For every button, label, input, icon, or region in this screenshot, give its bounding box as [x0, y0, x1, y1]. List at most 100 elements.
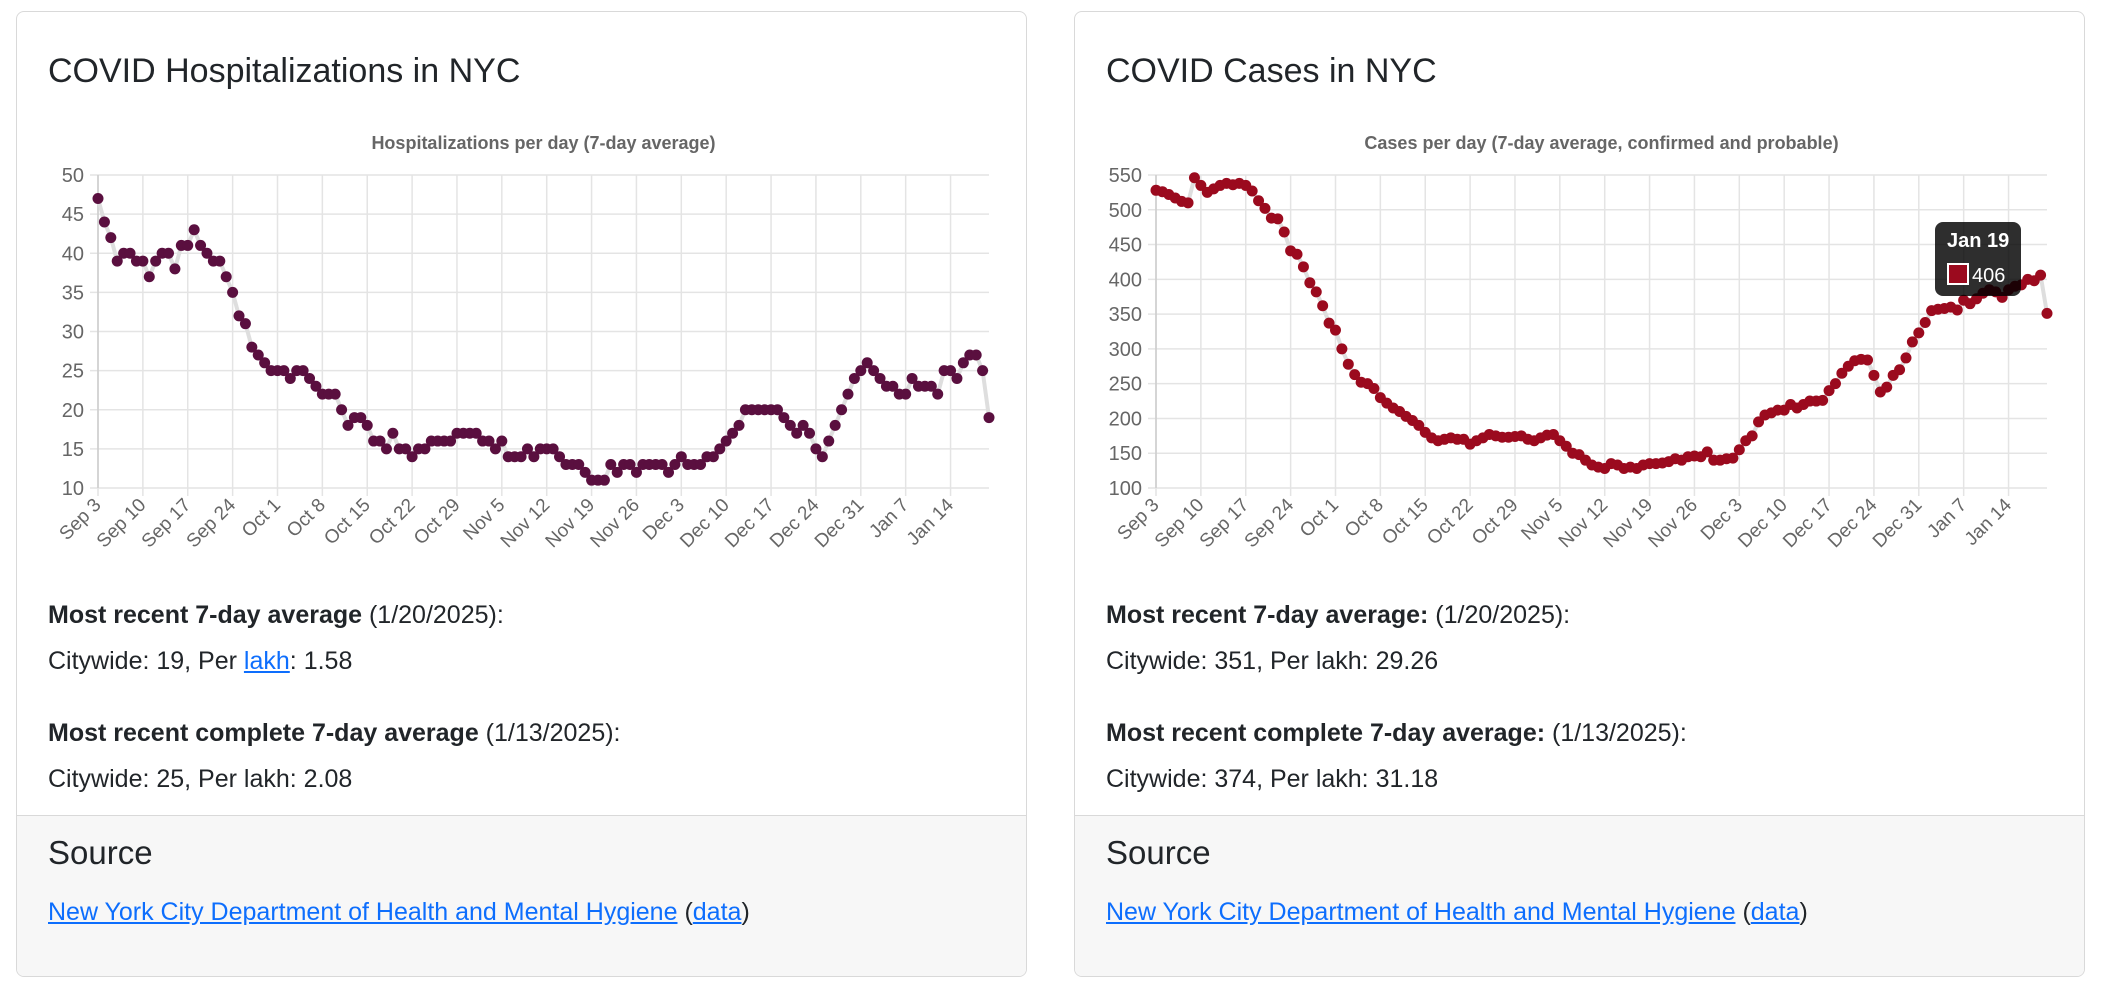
data-point — [714, 443, 726, 455]
data-point — [515, 451, 527, 463]
data-point — [675, 451, 687, 463]
data-point — [804, 427, 816, 439]
data-point — [797, 419, 809, 431]
dohmh-link[interactable]: New York City Department of Health and M… — [48, 898, 678, 926]
data-point — [284, 372, 296, 384]
data-point — [1746, 430, 1758, 442]
data-point — [496, 435, 508, 447]
y-tick-label: 250 — [1109, 374, 1142, 396]
hospitalizations-chart: Hospitalizations per day (7-day average)… — [56, 133, 995, 552]
recent-label: Most recent 7-day average — [48, 601, 363, 629]
data-point — [304, 372, 316, 384]
data-point — [784, 419, 796, 431]
data-point — [900, 388, 912, 400]
x-tick-label: Dec 10 — [1734, 495, 1791, 552]
data-point — [259, 357, 271, 369]
recent-citywide: Citywide: 19, Per — [48, 647, 244, 675]
y-tick-label: 300 — [1109, 339, 1142, 361]
data-point — [727, 427, 739, 439]
data-point — [842, 388, 854, 400]
y-tick-label: 550 — [1109, 165, 1142, 187]
y-tick-label: 50 — [62, 165, 84, 187]
data-point — [733, 419, 745, 431]
data-link[interactable]: data — [692, 898, 742, 926]
data-point — [1817, 394, 1829, 406]
data-point — [1329, 324, 1341, 336]
x-tick-label: Dec 31 — [811, 495, 868, 552]
stats: Most recent 7-day average: (1/20/2025): … — [1106, 592, 1687, 802]
cases-card: COVID Cases in NYC Cases per day (7-day … — [1074, 11, 2085, 977]
data-point — [252, 349, 264, 361]
y-tick-label: 30 — [62, 322, 84, 344]
source-heading: Source — [1106, 834, 1211, 871]
data-point — [1342, 358, 1354, 370]
data-point — [957, 357, 969, 369]
data-link[interactable]: data — [1750, 898, 1800, 926]
data-point — [1259, 202, 1271, 214]
recent-date: (1/20/2025): — [1428, 601, 1571, 629]
recent-per-lakh: : 1.58 — [289, 647, 353, 675]
data-point — [695, 459, 707, 471]
data-point — [336, 404, 348, 416]
data-point — [662, 466, 674, 478]
data-point — [239, 318, 251, 330]
paren-close: ) — [1799, 898, 1808, 926]
data-point — [951, 372, 963, 384]
x-tick-label: Oct 29 — [1468, 495, 1522, 549]
recent-values: Citywide: 351, Per lakh: 29.26 — [1106, 647, 1439, 675]
data-point — [2041, 307, 2053, 319]
data-point — [1560, 440, 1572, 452]
data-point — [1349, 369, 1361, 381]
data-point — [579, 466, 591, 478]
data-point — [528, 451, 540, 463]
tooltip-title: Jan 19 — [1947, 230, 2010, 252]
data-point — [1701, 446, 1713, 458]
data-point — [233, 310, 245, 322]
data-point — [1368, 383, 1380, 395]
data-point — [868, 365, 880, 377]
data-point — [1323, 317, 1335, 329]
complete-date: (1/13/2025): — [478, 719, 621, 747]
paren-open: ( — [1735, 898, 1751, 926]
x-tick-label: Sep 10 — [1151, 495, 1208, 552]
dohmh-link[interactable]: New York City Department of Health and M… — [1106, 898, 1736, 926]
x-tick-label: Dec 17 — [1779, 495, 1836, 552]
data-point — [855, 365, 867, 377]
source-line: New York City Department of Health and M… — [1106, 898, 1808, 927]
data-point — [521, 443, 533, 455]
data-point — [1188, 172, 1200, 184]
data-point — [92, 192, 104, 204]
data-point — [163, 247, 175, 259]
data-point — [1829, 378, 1841, 390]
data-point — [573, 459, 585, 471]
data-point — [707, 451, 719, 463]
y-tick-label: 40 — [62, 243, 84, 265]
x-tick-label: Oct 22 — [365, 495, 419, 549]
data-point — [823, 435, 835, 447]
card-title: COVID Cases in NYC — [1106, 52, 1437, 90]
data-point — [791, 427, 803, 439]
x-tick-label: Oct 22 — [1423, 495, 1477, 549]
data-point — [361, 419, 373, 431]
lakh-link[interactable]: lakh — [243, 647, 290, 675]
data-point — [1246, 185, 1258, 197]
x-tick-label: Oct 29 — [410, 495, 464, 549]
data-point — [1862, 354, 1874, 366]
data-point — [1278, 226, 1290, 238]
data-point — [406, 451, 418, 463]
chart-title: Cases per day (7-day average, confirmed … — [1364, 133, 1838, 153]
data-point — [983, 412, 995, 424]
data-point — [98, 216, 110, 228]
data-point — [1753, 416, 1765, 428]
data-point — [220, 271, 232, 283]
y-tick-label: 400 — [1109, 269, 1142, 291]
data-point — [861, 357, 873, 369]
data-point — [1272, 213, 1284, 225]
data-point — [1906, 336, 1918, 348]
data-point — [925, 380, 937, 392]
data-point — [355, 412, 367, 424]
source-heading: Source — [48, 834, 153, 871]
complete-heading: Most recent complete 7-day average: (1/1… — [1106, 710, 1687, 756]
data-point — [470, 427, 482, 439]
data-point — [1291, 248, 1303, 260]
